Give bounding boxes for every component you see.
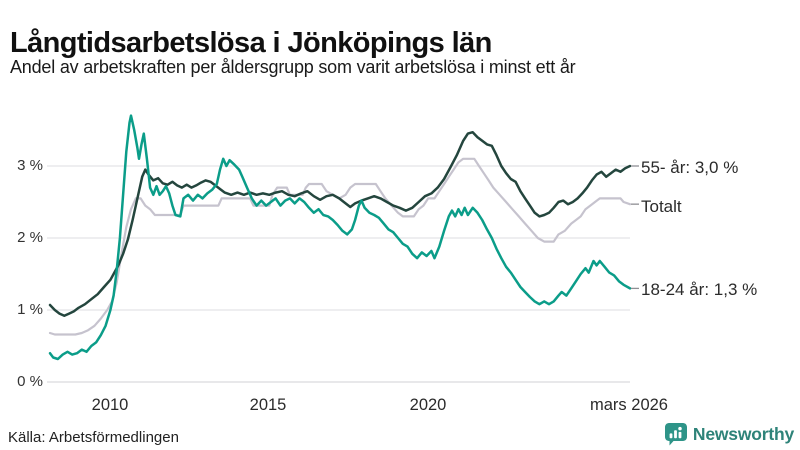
y-axis-tick-1pct: 1 % — [17, 301, 43, 318]
series-label-totalt: Totalt — [641, 197, 682, 216]
source-credit: Källa: Arbetsförmedlingen — [8, 429, 179, 446]
newsworthy-brand-text: Newsworthy — [692, 423, 794, 444]
series-line-totalt — [48, 157, 632, 336]
series-line-18-24-år — [48, 114, 632, 361]
chart-title: Långtidsarbetslösa i Jönköpings län — [10, 27, 492, 60]
x-axis-tick-2020: 2020 — [409, 396, 447, 414]
y-axis-tick-2pct: 2 % — [17, 229, 43, 246]
x-axis-tick-mars-2026: mars 2026 — [590, 396, 668, 414]
chart-subtitle: Andel av arbetskraften per åldersgrupp s… — [10, 57, 576, 77]
y-axis-tick-0pct: 0 % — [17, 373, 43, 390]
newsworthy-brand: Newsworthy — [664, 422, 794, 446]
x-axis-tick-2010: 2010 — [91, 396, 129, 414]
y-axis-tick-3pct: 3 % — [17, 157, 43, 174]
series-label-55plus: 55- år: 3,0 % — [641, 158, 739, 177]
newsworthy-logo-icon — [664, 423, 687, 446]
x-axis-tick-2015: 2015 — [249, 396, 287, 414]
series-label-18-24: 18-24 år: 1,3 % — [641, 280, 758, 299]
series-line-55--år — [48, 130, 632, 318]
